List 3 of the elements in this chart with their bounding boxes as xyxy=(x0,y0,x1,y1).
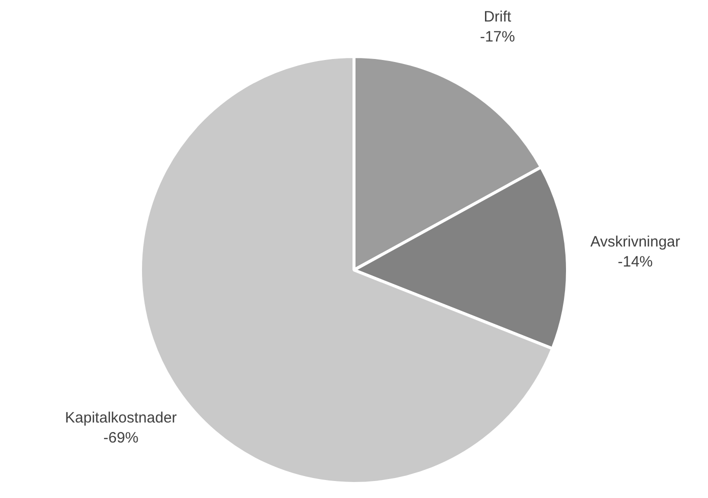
slice-label: Avskrivningar -14% xyxy=(590,233,680,270)
slice-label: Kapitalkostnader -69% xyxy=(65,410,177,447)
slice-label: Drift -17% xyxy=(480,8,515,46)
